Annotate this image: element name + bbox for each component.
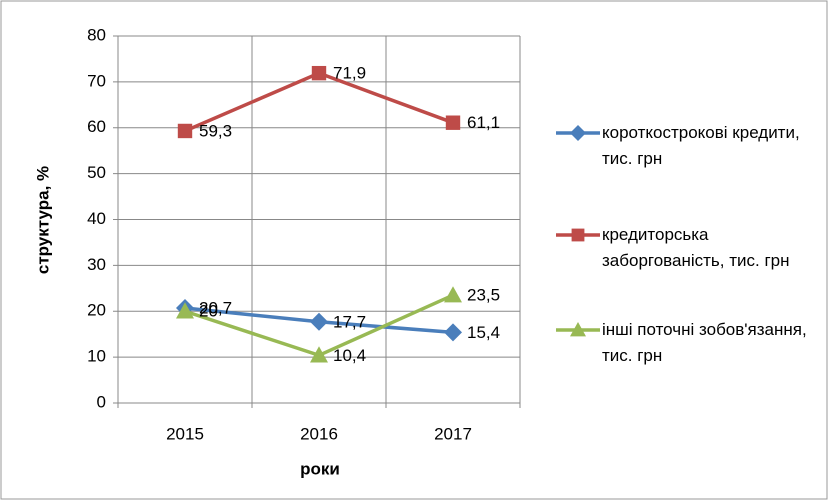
data-label: 17,7: [333, 312, 366, 331]
marker: [311, 65, 327, 81]
marker: [177, 123, 193, 139]
data-label: 10,4: [333, 346, 366, 365]
marker: [570, 322, 586, 337]
data-label: 61,1: [467, 113, 500, 132]
marker: [570, 125, 586, 141]
y-tick-label: 30: [87, 255, 106, 274]
data-label: 71,9: [333, 64, 366, 83]
y-tick-label: 20: [87, 301, 106, 320]
data-label: 23,5: [467, 286, 500, 305]
marker: [310, 312, 328, 331]
y-tick-label: 60: [87, 117, 106, 136]
legend-entry: кредиторська заборгованість, тис. грн: [602, 225, 790, 270]
data-label: 59,3: [199, 121, 232, 140]
legend-entry: короткострокові кредити, тис. грн: [602, 123, 800, 168]
marker: [444, 323, 462, 342]
marker: [444, 286, 462, 303]
data-label: 20: [199, 302, 218, 321]
x-tick-label: 2017: [434, 424, 472, 443]
marker: [571, 228, 585, 242]
y-axis-label: структура, %: [33, 166, 52, 274]
x-tick-label: 2016: [300, 424, 338, 443]
marker: [176, 302, 194, 319]
x-axis-label: роки: [300, 459, 340, 478]
y-tick-label: 50: [87, 163, 106, 182]
marker: [445, 115, 461, 130]
marker: [310, 346, 328, 363]
y-tick-label: 0: [97, 392, 106, 411]
x-tick-label: 2015: [166, 424, 204, 443]
data-label: 15,4: [467, 323, 500, 342]
y-tick-label: 40: [87, 209, 106, 228]
data-label: 20,7: [199, 299, 232, 318]
y-tick-label: 10: [87, 347, 106, 366]
legend-entry: інші поточні зобов'язання, тис. грн: [602, 320, 807, 365]
y-tick-label: 70: [87, 71, 106, 90]
y-tick-label: 80: [87, 25, 106, 44]
